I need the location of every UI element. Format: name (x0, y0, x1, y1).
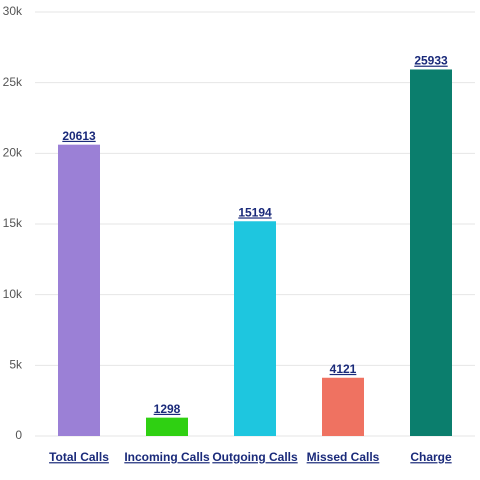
y-tick-label: 30k (3, 4, 23, 18)
value-label[interactable]: 1298 (154, 402, 181, 416)
x-tick-label[interactable]: Outgoing Calls (212, 450, 298, 464)
bar (322, 377, 364, 436)
bar (58, 144, 100, 436)
value-label[interactable]: 25933 (414, 54, 448, 68)
bar (146, 417, 188, 436)
y-tick-label: 25k (3, 75, 23, 89)
value-label[interactable]: 4121 (330, 362, 357, 376)
bar (234, 221, 276, 436)
x-tick-label[interactable]: Total Calls (49, 450, 109, 464)
value-label[interactable]: 20613 (62, 129, 96, 143)
y-tick-label: 15k (3, 216, 23, 230)
y-tick-label: 0 (15, 428, 22, 442)
x-tick-label[interactable]: Incoming Calls (124, 450, 210, 464)
y-tick-label: 10k (3, 287, 23, 301)
y-tick-label: 20k (3, 146, 23, 160)
x-tick-label[interactable]: Missed Calls (307, 450, 380, 464)
bar (410, 69, 452, 436)
x-tick-label[interactable]: Charge (410, 450, 452, 464)
y-tick-label: 5k (9, 358, 23, 372)
value-label[interactable]: 15194 (238, 205, 272, 219)
